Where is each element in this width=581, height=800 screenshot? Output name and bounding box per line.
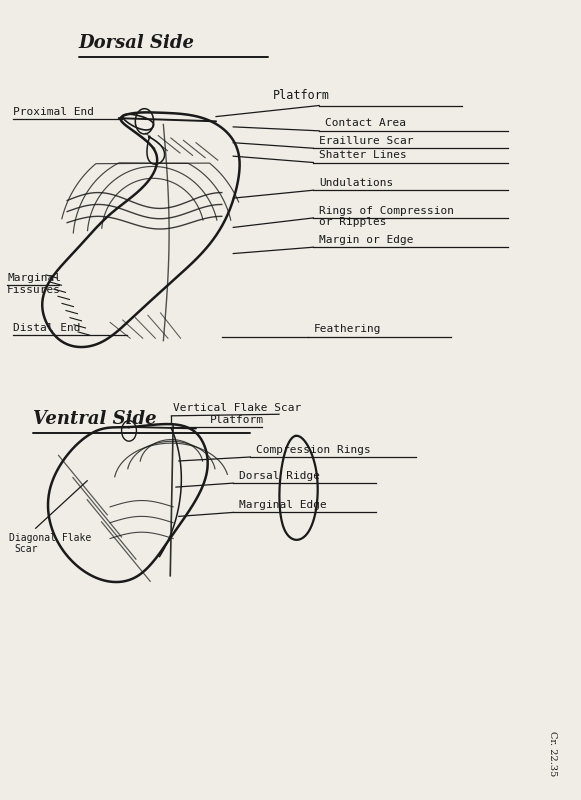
Text: Dorsal Ridge: Dorsal Ridge xyxy=(239,470,320,481)
Text: Platform: Platform xyxy=(273,90,331,102)
Text: Compression Rings: Compression Rings xyxy=(256,445,371,454)
Text: Ventral Side: Ventral Side xyxy=(33,410,156,428)
Text: Platform: Platform xyxy=(210,414,264,425)
Text: Dorsal Side: Dorsal Side xyxy=(78,34,195,52)
Text: Rings of Compression: Rings of Compression xyxy=(319,206,454,215)
Text: Contact Area: Contact Area xyxy=(325,118,406,129)
Text: Shatter Lines: Shatter Lines xyxy=(319,150,407,160)
Text: Cr. 22.35: Cr. 22.35 xyxy=(548,730,557,776)
Text: Fissures: Fissures xyxy=(7,285,61,294)
Text: Diagonal Flake: Diagonal Flake xyxy=(9,533,91,543)
Text: Scar: Scar xyxy=(15,544,38,554)
Text: or Ripples: or Ripples xyxy=(319,218,386,227)
Text: Vertical Flake Scar: Vertical Flake Scar xyxy=(173,402,302,413)
Text: Eraillure Scar: Eraillure Scar xyxy=(319,136,414,146)
Text: Marginal: Marginal xyxy=(7,273,61,283)
Text: Undulations: Undulations xyxy=(319,178,393,188)
Text: Distal End: Distal End xyxy=(13,322,80,333)
Text: Margin or Edge: Margin or Edge xyxy=(319,235,414,245)
Text: Proximal End: Proximal End xyxy=(13,106,94,117)
Text: Marginal Edge: Marginal Edge xyxy=(239,500,327,510)
Text: Feathering: Feathering xyxy=(313,324,381,334)
